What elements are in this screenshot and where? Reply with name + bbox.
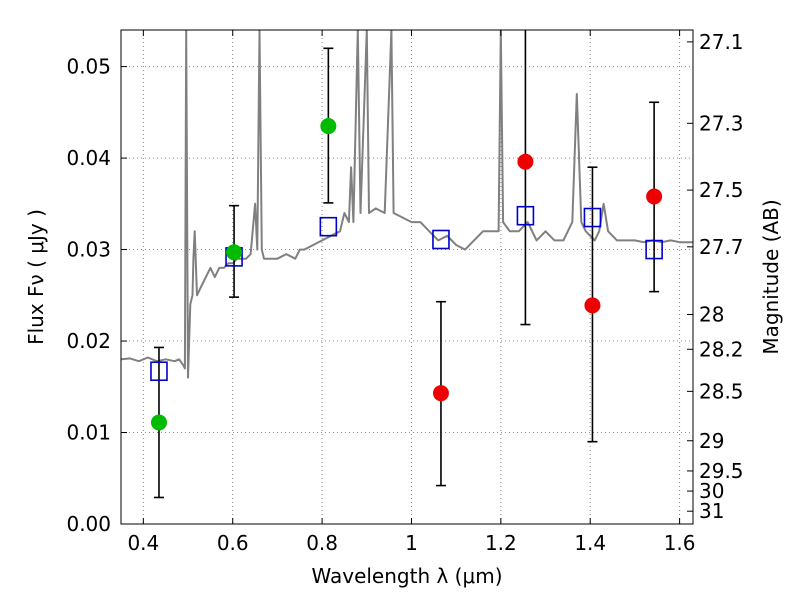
x-tick-label: 0.6 — [217, 531, 249, 555]
y-axis-label: Flux Fν ( μJy ) — [24, 209, 48, 345]
right-tick-label: 27.7 — [699, 235, 744, 259]
model-square-marker — [319, 216, 338, 237]
right-tick-label: 30 — [699, 479, 724, 503]
model-square-marker — [432, 229, 450, 250]
x-tick-label: 1.2 — [485, 531, 517, 555]
nondetection-point — [646, 188, 663, 205]
detection-point — [320, 118, 337, 135]
x-tick-label: 0.8 — [306, 531, 338, 555]
model-square-marker — [150, 361, 168, 382]
model-square-marker — [645, 239, 663, 260]
right-tick-label: 29 — [699, 429, 724, 453]
nondetection-point — [432, 385, 449, 402]
right-tick-label: 28.5 — [699, 379, 744, 403]
axis-ticks: 0.4 0.6 0.8 1 1.2 1.4 1.6 0.00 0.01 0.02 0.03 0.04 0… — [66, 30, 743, 555]
x-tick-label: 0.4 — [127, 531, 159, 555]
right-tick-label: 27.1 — [699, 30, 744, 54]
x-axis-label: Wavelength λ (μm) — [311, 564, 502, 588]
nondetection-point — [517, 153, 534, 170]
y-tick-label: 0.02 — [66, 329, 111, 353]
right-tick-label: 29.5 — [699, 459, 744, 483]
y-tick-label: 0.00 — [66, 512, 111, 536]
y-tick-label: 0.04 — [66, 146, 111, 170]
right-tick-label: 27.3 — [699, 111, 744, 135]
nondetection-point — [584, 297, 601, 314]
x-tick-label: 1.6 — [664, 531, 696, 555]
model-square-marker — [516, 205, 535, 226]
y-tick-label: 0.01 — [66, 421, 111, 445]
right-tick-label: 28.2 — [699, 337, 744, 361]
right-axis-label: Magnitude (AB) — [759, 199, 783, 354]
right-tick-label: 28 — [699, 303, 724, 327]
right-tick-label: 27.5 — [699, 178, 744, 202]
right-tick-label: 31 — [699, 499, 724, 523]
x-tick-label: 1.4 — [574, 531, 606, 555]
y-tick-label: 0.03 — [66, 238, 111, 262]
plot-frame — [120, 29, 694, 525]
x-tick-label: 1 — [405, 531, 418, 555]
model-square-marker — [583, 207, 602, 228]
spectrum-line — [121, 30, 693, 379]
points-layer — [150, 118, 663, 431]
detection-point — [150, 414, 167, 431]
spectrum-layer — [121, 30, 693, 379]
detection-point — [226, 244, 243, 261]
y-tick-label: 0.05 — [66, 55, 111, 79]
